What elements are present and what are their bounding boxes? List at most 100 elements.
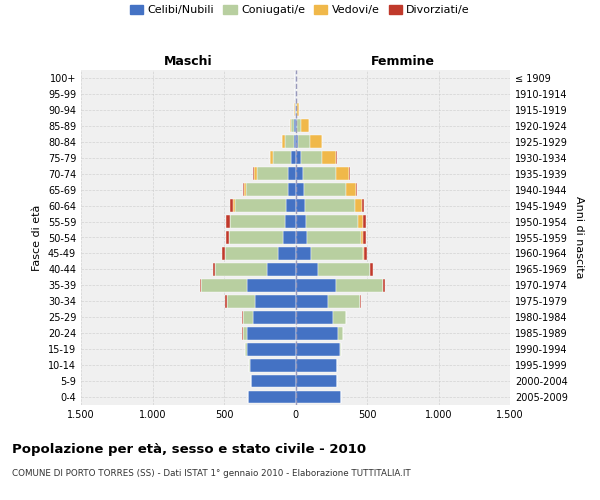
Bar [242, 184, 244, 196]
Bar [253, 168, 254, 180]
Bar [235, 199, 286, 212]
Bar [296, 136, 298, 148]
Legend: Celibi/Nubili, Coniugati/e, Vedovi/e, Divorziati/e: Celibi/Nubili, Coniugati/e, Vedovi/e, Di… [125, 0, 475, 20]
Bar [251, 374, 296, 388]
Bar [360, 295, 361, 308]
Bar [296, 104, 297, 117]
Bar [256, 295, 296, 308]
Text: Femmine: Femmine [371, 56, 435, 68]
Bar [297, 104, 299, 117]
Bar [296, 120, 297, 132]
Bar [296, 263, 319, 276]
Bar [229, 231, 283, 244]
Bar [332, 311, 346, 324]
Bar [355, 199, 362, 212]
Bar [283, 136, 285, 148]
Text: COMUNE DI PORTO TORRES (SS) - Dati ISTAT 1° gennaio 2010 - Elaborazione TUTTITAL: COMUNE DI PORTO TORRES (SS) - Dati ISTAT… [12, 468, 411, 477]
Bar [291, 152, 296, 164]
Bar [301, 152, 322, 164]
Bar [213, 263, 215, 276]
Text: Maschi: Maschi [164, 56, 212, 68]
Bar [222, 247, 225, 260]
Bar [247, 279, 296, 291]
Bar [226, 215, 230, 228]
Bar [310, 136, 322, 148]
Bar [296, 295, 328, 308]
Bar [361, 231, 364, 244]
Bar [296, 168, 304, 180]
Bar [364, 231, 366, 244]
Bar [230, 199, 233, 212]
Bar [356, 184, 357, 196]
Bar [283, 231, 296, 244]
Bar [338, 327, 343, 340]
Bar [296, 279, 335, 291]
Bar [296, 184, 304, 196]
Bar [358, 215, 363, 228]
Bar [340, 343, 341, 355]
Bar [295, 120, 296, 132]
Bar [248, 390, 296, 404]
Bar [292, 120, 295, 132]
Y-axis label: Anni di nascita: Anni di nascita [574, 196, 584, 279]
Bar [307, 231, 361, 244]
Bar [247, 343, 296, 355]
Bar [242, 327, 247, 340]
Bar [296, 199, 305, 212]
Bar [226, 247, 278, 260]
Bar [201, 279, 247, 291]
Bar [297, 120, 301, 132]
Bar [257, 168, 289, 180]
Bar [304, 184, 346, 196]
Bar [349, 168, 350, 180]
Bar [200, 279, 201, 291]
Bar [335, 279, 383, 291]
Bar [244, 184, 246, 196]
Bar [296, 327, 338, 340]
Bar [322, 152, 336, 164]
Bar [230, 215, 285, 228]
Bar [296, 390, 341, 404]
Bar [290, 120, 292, 132]
Bar [296, 343, 340, 355]
Bar [233, 199, 235, 212]
Bar [304, 168, 336, 180]
Bar [242, 311, 253, 324]
Bar [294, 136, 296, 148]
Bar [285, 215, 296, 228]
Bar [301, 120, 310, 132]
Bar [363, 247, 364, 260]
Bar [363, 215, 365, 228]
Bar [253, 311, 296, 324]
Bar [270, 152, 272, 164]
Bar [226, 231, 229, 244]
Bar [296, 247, 311, 260]
Bar [250, 358, 296, 372]
Bar [226, 295, 227, 308]
Bar [328, 295, 360, 308]
Bar [383, 279, 385, 291]
Bar [287, 184, 296, 196]
Bar [245, 343, 247, 355]
Bar [346, 184, 356, 196]
Text: Popolazione per età, sesso e stato civile - 2010: Popolazione per età, sesso e stato civil… [12, 442, 366, 456]
Bar [272, 152, 291, 164]
Bar [247, 327, 296, 340]
Bar [254, 168, 257, 180]
Bar [305, 215, 358, 228]
Bar [267, 263, 296, 276]
Bar [289, 168, 296, 180]
Bar [296, 231, 307, 244]
Bar [285, 136, 294, 148]
Bar [362, 199, 364, 212]
Bar [298, 136, 310, 148]
Bar [296, 152, 301, 164]
Y-axis label: Fasce di età: Fasce di età [32, 204, 42, 270]
Bar [305, 199, 355, 212]
Bar [296, 311, 332, 324]
Bar [296, 358, 337, 372]
Bar [227, 295, 256, 308]
Bar [278, 247, 296, 260]
Bar [296, 215, 305, 228]
Bar [215, 263, 267, 276]
